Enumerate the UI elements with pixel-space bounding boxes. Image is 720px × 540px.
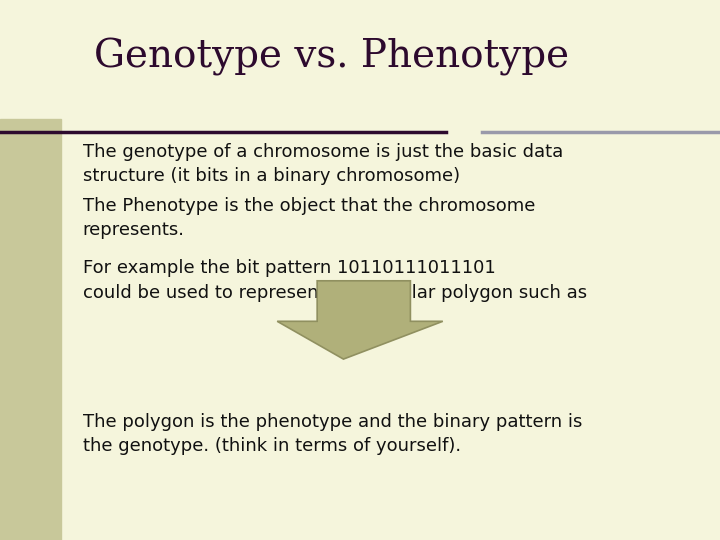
Bar (0, 119, 61, 540)
Text: The Phenotype is the object that the chromosome
represents.: The Phenotype is the object that the chr… (83, 197, 535, 239)
Text: The polygon is the phenotype and the binary pattern is
the genotype. (think in t: The polygon is the phenotype and the bin… (83, 413, 582, 455)
Text: For example the bit pattern 10110111011101
could be used to represent a particul: For example the bit pattern 101101110111… (83, 259, 587, 301)
Text: Genotype vs. Phenotype: Genotype vs. Phenotype (94, 38, 569, 76)
Text: The genotype of a chromosome is just the basic data
structure (it bits in a bina: The genotype of a chromosome is just the… (83, 143, 563, 185)
Polygon shape (277, 281, 443, 359)
